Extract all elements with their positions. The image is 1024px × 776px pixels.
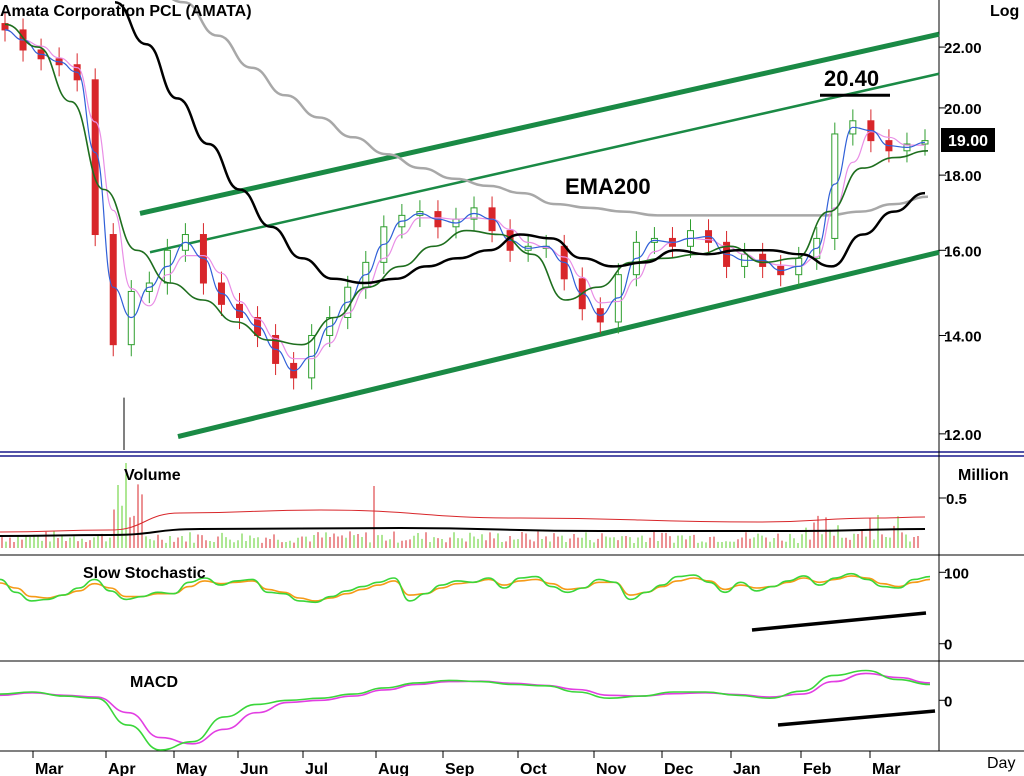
stochastic-title: Slow Stochastic [83,565,206,582]
month-label: Oct [520,761,547,776]
last-price-box [941,128,995,152]
volume-average-black [0,526,926,537]
month-label: Mar [35,761,63,776]
stochastic-divergence-line [751,611,927,632]
grey-moving-average-line [171,0,929,217]
stochastic-tick-label: 100 [944,565,969,582]
macd-panel [0,669,936,751]
stochastic-fast-line [0,572,931,604]
volume-panel [0,463,926,548]
upper-channel-line [139,31,940,216]
stochastic-panel [0,572,931,632]
month-label: Aug [378,761,409,776]
axis-labels: 22.00 20.00 18.00 16.00 14.00 12.00 0.5 100 0 0 Ma… [32,40,982,776]
last-price-label: 19.00 [948,133,988,150]
lower-channel-line [177,249,940,439]
ema200-annotation: EMA200 [565,174,651,199]
stochastic-tick-label: 0 [944,637,952,654]
month-label: Jan [733,761,761,776]
price-tick-label: 16.00 [944,243,982,260]
month-label: May [176,761,207,776]
volume-average-red [0,509,926,533]
period-label: Day [987,755,1015,772]
month-label: Mar [872,761,900,776]
volume-unit-label: Million [958,467,1009,484]
macd-tick-label: 0 [944,693,952,710]
price-tick-label: 12.00 [944,427,982,444]
volume-bars [1,463,919,548]
month-label: Jun [240,761,268,776]
month-label: Jul [305,761,328,776]
ema200-line [114,1,926,285]
green-moving-average-line [4,23,929,346]
price-tick-label: 20.00 [944,101,982,118]
macd-title: MACD [130,674,178,691]
middle-channel-line [149,72,940,254]
macd-line [0,669,931,751]
volume-tick-label: 0.5 [946,491,967,508]
chart-title: Amata Corporation PCL (AMATA) [0,3,252,20]
month-label: Nov [596,761,626,776]
month-label: Apr [108,761,136,776]
pink-moving-average-line [4,29,925,360]
month-label: Sep [445,761,475,776]
high-price-annotation: 20.40 [824,66,879,91]
candle-body [109,234,117,346]
macd-divergence-line [777,709,936,727]
volume-title: Volume [124,467,181,484]
month-label: Dec [664,761,693,776]
month-label: Feb [803,761,832,776]
price-tick-label: 22.00 [944,40,982,57]
price-tick-label: 14.00 [944,328,982,345]
price-tick-label: 18.00 [944,168,982,185]
blue-moving-average-line [4,29,926,372]
panel-frames [0,0,1024,752]
scale-label: Log [990,3,1019,20]
price-panel [1,0,940,450]
